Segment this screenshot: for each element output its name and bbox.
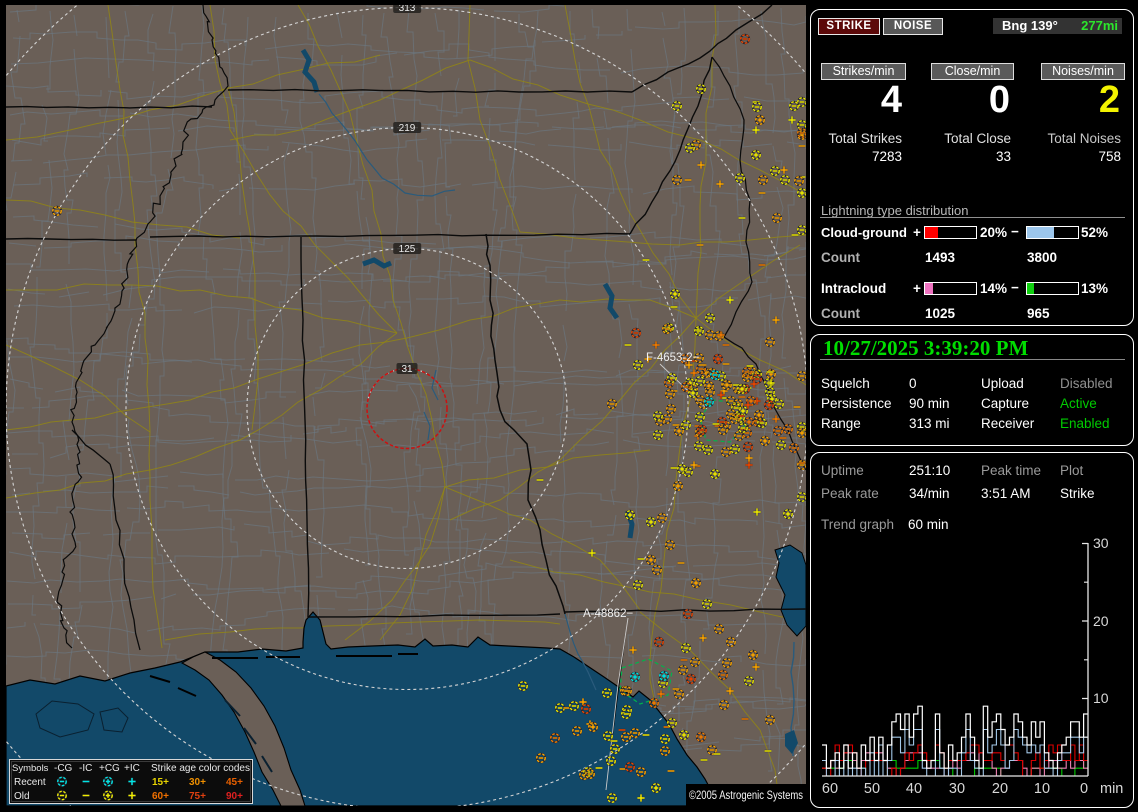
svg-text:10: 10 [1034,781,1050,797]
svg-text:A-48862−: A-48862− [583,608,633,620]
svg-text:F-4653-2−: F-4653-2− [646,352,700,364]
svg-text:20: 20 [992,781,1008,797]
svg-text:-IC: -IC [79,763,92,774]
svg-text:60+: 60+ [152,791,169,802]
svg-text:50: 50 [864,781,880,797]
svg-text:15+: 15+ [152,777,169,788]
svg-text:-CG: -CG [54,763,73,774]
svg-text:75+: 75+ [189,791,206,802]
svg-text:30+: 30+ [189,777,206,788]
svg-text:Recent: Recent [14,777,46,788]
svg-text:10: 10 [1093,690,1109,706]
svg-text:90+: 90+ [226,791,243,802]
svg-text:+CG: +CG [99,763,120,774]
svg-text:125: 125 [399,244,416,255]
svg-text:min: min [1100,781,1123,797]
svg-text:0: 0 [1080,781,1088,797]
svg-text:Strike age color codes: Strike age color codes [151,763,250,774]
svg-text:20: 20 [1093,613,1109,629]
svg-text:60: 60 [822,781,838,797]
svg-text:Old: Old [14,791,30,802]
svg-text:31: 31 [401,364,413,375]
svg-text:313: 313 [399,5,416,14]
svg-text:30: 30 [1093,535,1109,551]
svg-text:Symbols: Symbols [12,763,49,774]
svg-text:30: 30 [949,781,965,797]
svg-text:219: 219 [399,123,416,134]
svg-text:©2005 Astrogenic Systems: ©2005 Astrogenic Systems [689,790,803,802]
svg-text:+IC: +IC [124,763,140,774]
svg-text:40: 40 [906,781,922,797]
svg-text:45+: 45+ [226,777,243,788]
